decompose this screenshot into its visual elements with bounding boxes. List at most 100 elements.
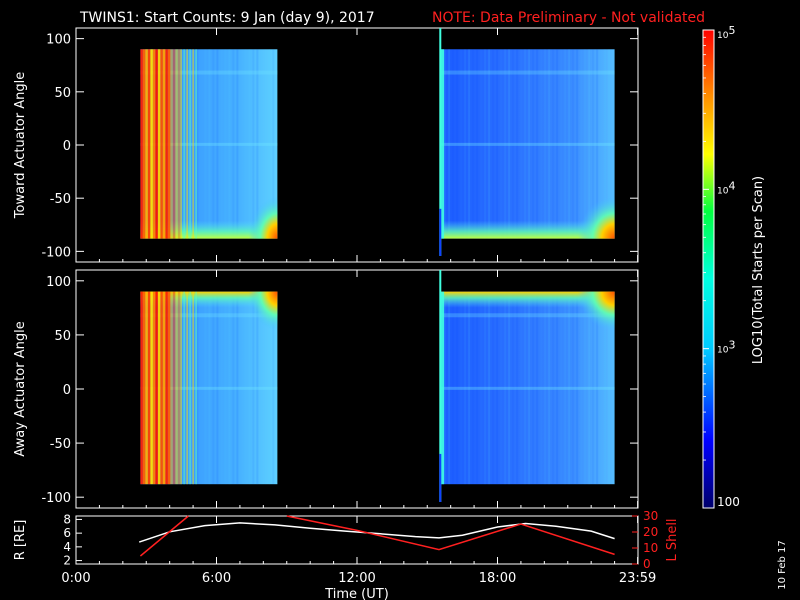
hot-stripe (140, 291, 143, 485)
warm-stripe (186, 291, 188, 485)
ytick-label: 0 (63, 139, 71, 154)
preliminary-note: NOTE: Data Preliminary - Not validated (432, 10, 705, 26)
data-stripe (480, 49, 483, 239)
hot-stripe (170, 49, 173, 239)
data-stripe (568, 291, 571, 485)
xtick-label: 6:00 (202, 571, 231, 586)
panel1-ylabel: Toward Actuator Angle (13, 72, 28, 219)
data-stripe (584, 291, 587, 485)
data-stripe (504, 49, 507, 239)
colorbar-tick-label: 100 (717, 495, 740, 509)
upper-band (440, 313, 615, 318)
data-stripe (204, 49, 207, 239)
warm-stripe (183, 291, 185, 485)
data-stripe (200, 291, 203, 485)
radius-tick-label: 6 (63, 526, 71, 540)
data-stripe (580, 49, 583, 239)
lshell-tick-label: 0 (643, 557, 651, 571)
data-stripe (184, 291, 187, 485)
data-stripe (236, 291, 239, 485)
xtick-label: 12:00 (338, 571, 375, 586)
data-stripe (448, 49, 451, 239)
hot-stripe (165, 49, 168, 239)
hot-stripe (147, 49, 151, 239)
data-stripe (608, 49, 611, 239)
hot-stripe (177, 49, 181, 239)
data-stripe (588, 49, 591, 239)
colorbar-tick-label: 105 (717, 24, 735, 41)
hot-stripe (175, 291, 178, 485)
hot-stripe (142, 291, 146, 485)
data-stripe (568, 49, 571, 239)
data-stripe (264, 49, 267, 239)
colorbar-ticks: 100 103 104 105 (703, 24, 740, 509)
hot-stripe (162, 49, 166, 239)
data-stripe (516, 49, 519, 239)
ytick-label: -50 (50, 437, 71, 452)
data-stripe (472, 291, 475, 485)
data-stripe (536, 49, 539, 239)
corner-glow (229, 291, 278, 357)
hot-stripe (167, 49, 171, 239)
data-stripe (204, 291, 207, 485)
chart-title: TWINS1: Start Counts: 9 Jan (day 9), 201… (79, 10, 375, 26)
lshell-tick-label: 20 (643, 525, 658, 539)
colorbar-label: LOG10(Total Starts per Scan) (751, 176, 766, 364)
lshell-tick-label: 30 (643, 509, 658, 523)
panel1-yticks: 100 50 0 -50 -100 (41, 33, 638, 260)
warm-stripe (195, 49, 197, 239)
data-stripe (512, 291, 515, 485)
xtick-label: 23:59 (619, 571, 656, 586)
data-stripe (492, 291, 495, 485)
warm-stripe (192, 49, 194, 239)
ytick-label: -50 (50, 192, 71, 207)
data-stripe (492, 49, 495, 239)
hot-stripe (152, 49, 156, 239)
data-stripe (528, 49, 531, 239)
radius-tick-label: 8 (63, 512, 71, 526)
hot-stripe (147, 291, 151, 485)
hot-stripe (152, 291, 156, 485)
data-stripe (588, 291, 591, 485)
data-stripe (496, 291, 499, 485)
data-stripe (548, 291, 551, 485)
data-stripe (456, 291, 459, 485)
data-stripe (576, 49, 579, 239)
data-stripe (556, 49, 559, 239)
zero-band (440, 386, 615, 390)
data-stripe (272, 49, 275, 239)
data-stripe (260, 291, 263, 485)
data-stripe (228, 49, 231, 239)
hot-stripe (177, 291, 181, 485)
hot-stripe (157, 291, 161, 485)
xtick-label: 0:00 (61, 571, 90, 586)
colorbar-tick-label: 103 (717, 339, 735, 356)
data-stripe (208, 291, 211, 485)
data-stripe (540, 291, 543, 485)
data-stripe (604, 291, 607, 485)
data-stripe (260, 49, 263, 239)
zero-band (140, 142, 278, 146)
ytick-label: 100 (46, 33, 71, 48)
data-stripe (232, 49, 235, 239)
toward-heatmap (140, 28, 615, 256)
hot-stripe (140, 49, 143, 239)
upper-band (440, 70, 615, 75)
hot-stripe (172, 49, 176, 239)
data-stripe (268, 49, 271, 239)
hot-stripe (170, 291, 173, 485)
hot-stripe (172, 291, 176, 485)
block-edge (440, 49, 445, 239)
data-stripe (500, 291, 503, 485)
data-stripe (600, 49, 603, 239)
hot-stripe (162, 291, 166, 485)
data-stripe (232, 291, 235, 485)
warm-stripe (180, 291, 182, 485)
data-stripe (592, 49, 595, 239)
data-stripe (240, 291, 243, 485)
data-stripe (200, 49, 203, 239)
data-stripe (572, 291, 575, 485)
data-stripe (476, 49, 479, 239)
data-stripe (228, 291, 231, 485)
data-stripe (460, 291, 463, 485)
